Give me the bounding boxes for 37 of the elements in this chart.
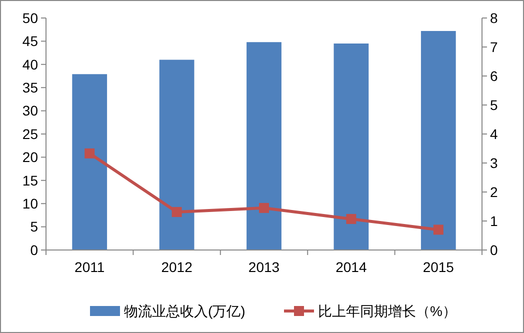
y-tick-label: 40 bbox=[22, 56, 38, 72]
bar bbox=[72, 74, 108, 250]
y-tick-label: 10 bbox=[22, 196, 38, 212]
point bbox=[433, 224, 444, 235]
x-tick-label: 2013 bbox=[248, 259, 280, 275]
y-tick-label: 5 bbox=[30, 218, 38, 235]
point bbox=[346, 214, 356, 224]
y2-tick-label: 2 bbox=[490, 184, 498, 200]
y-tick-label: 30 bbox=[22, 102, 38, 119]
bar bbox=[334, 44, 369, 250]
point bbox=[84, 148, 95, 158]
y-tick-label: 45 bbox=[22, 33, 38, 50]
x-tick-label: 2012 bbox=[161, 259, 193, 275]
y2-tick-label: 7 bbox=[490, 38, 498, 55]
point bbox=[172, 207, 182, 218]
y-tick-label: 0 bbox=[30, 242, 38, 258]
y2-tick-label: 1 bbox=[490, 212, 498, 229]
y2-tick-label: 5 bbox=[490, 96, 498, 113]
y-tick-label: 35 bbox=[22, 80, 38, 96]
x-tick-label: 2011 bbox=[74, 259, 105, 275]
bar bbox=[246, 42, 282, 250]
y-tick-label: 20 bbox=[22, 149, 38, 166]
y-tick-label: 50 bbox=[22, 10, 38, 26]
x-tick-label: 2014 bbox=[336, 259, 367, 275]
point bbox=[259, 202, 269, 213]
y2-tick-label: 6 bbox=[490, 68, 498, 84]
y2-tick-label: 4 bbox=[490, 126, 498, 142]
x-tick-label: 2015 bbox=[422, 259, 454, 275]
y2-tick-label: 8 bbox=[490, 10, 498, 26]
bar bbox=[420, 30, 456, 250]
y2-tick-label: 0 bbox=[490, 242, 498, 258]
legend-label: 比上年同期增长（%） bbox=[318, 303, 456, 319]
y2-tick-label: 3 bbox=[490, 154, 498, 171]
bar bbox=[159, 60, 194, 250]
y-tick-label: 15 bbox=[22, 172, 38, 188]
y-tick-label: 25 bbox=[22, 126, 38, 142]
legend-label: 物流业总收入(万亿) bbox=[124, 303, 246, 319]
